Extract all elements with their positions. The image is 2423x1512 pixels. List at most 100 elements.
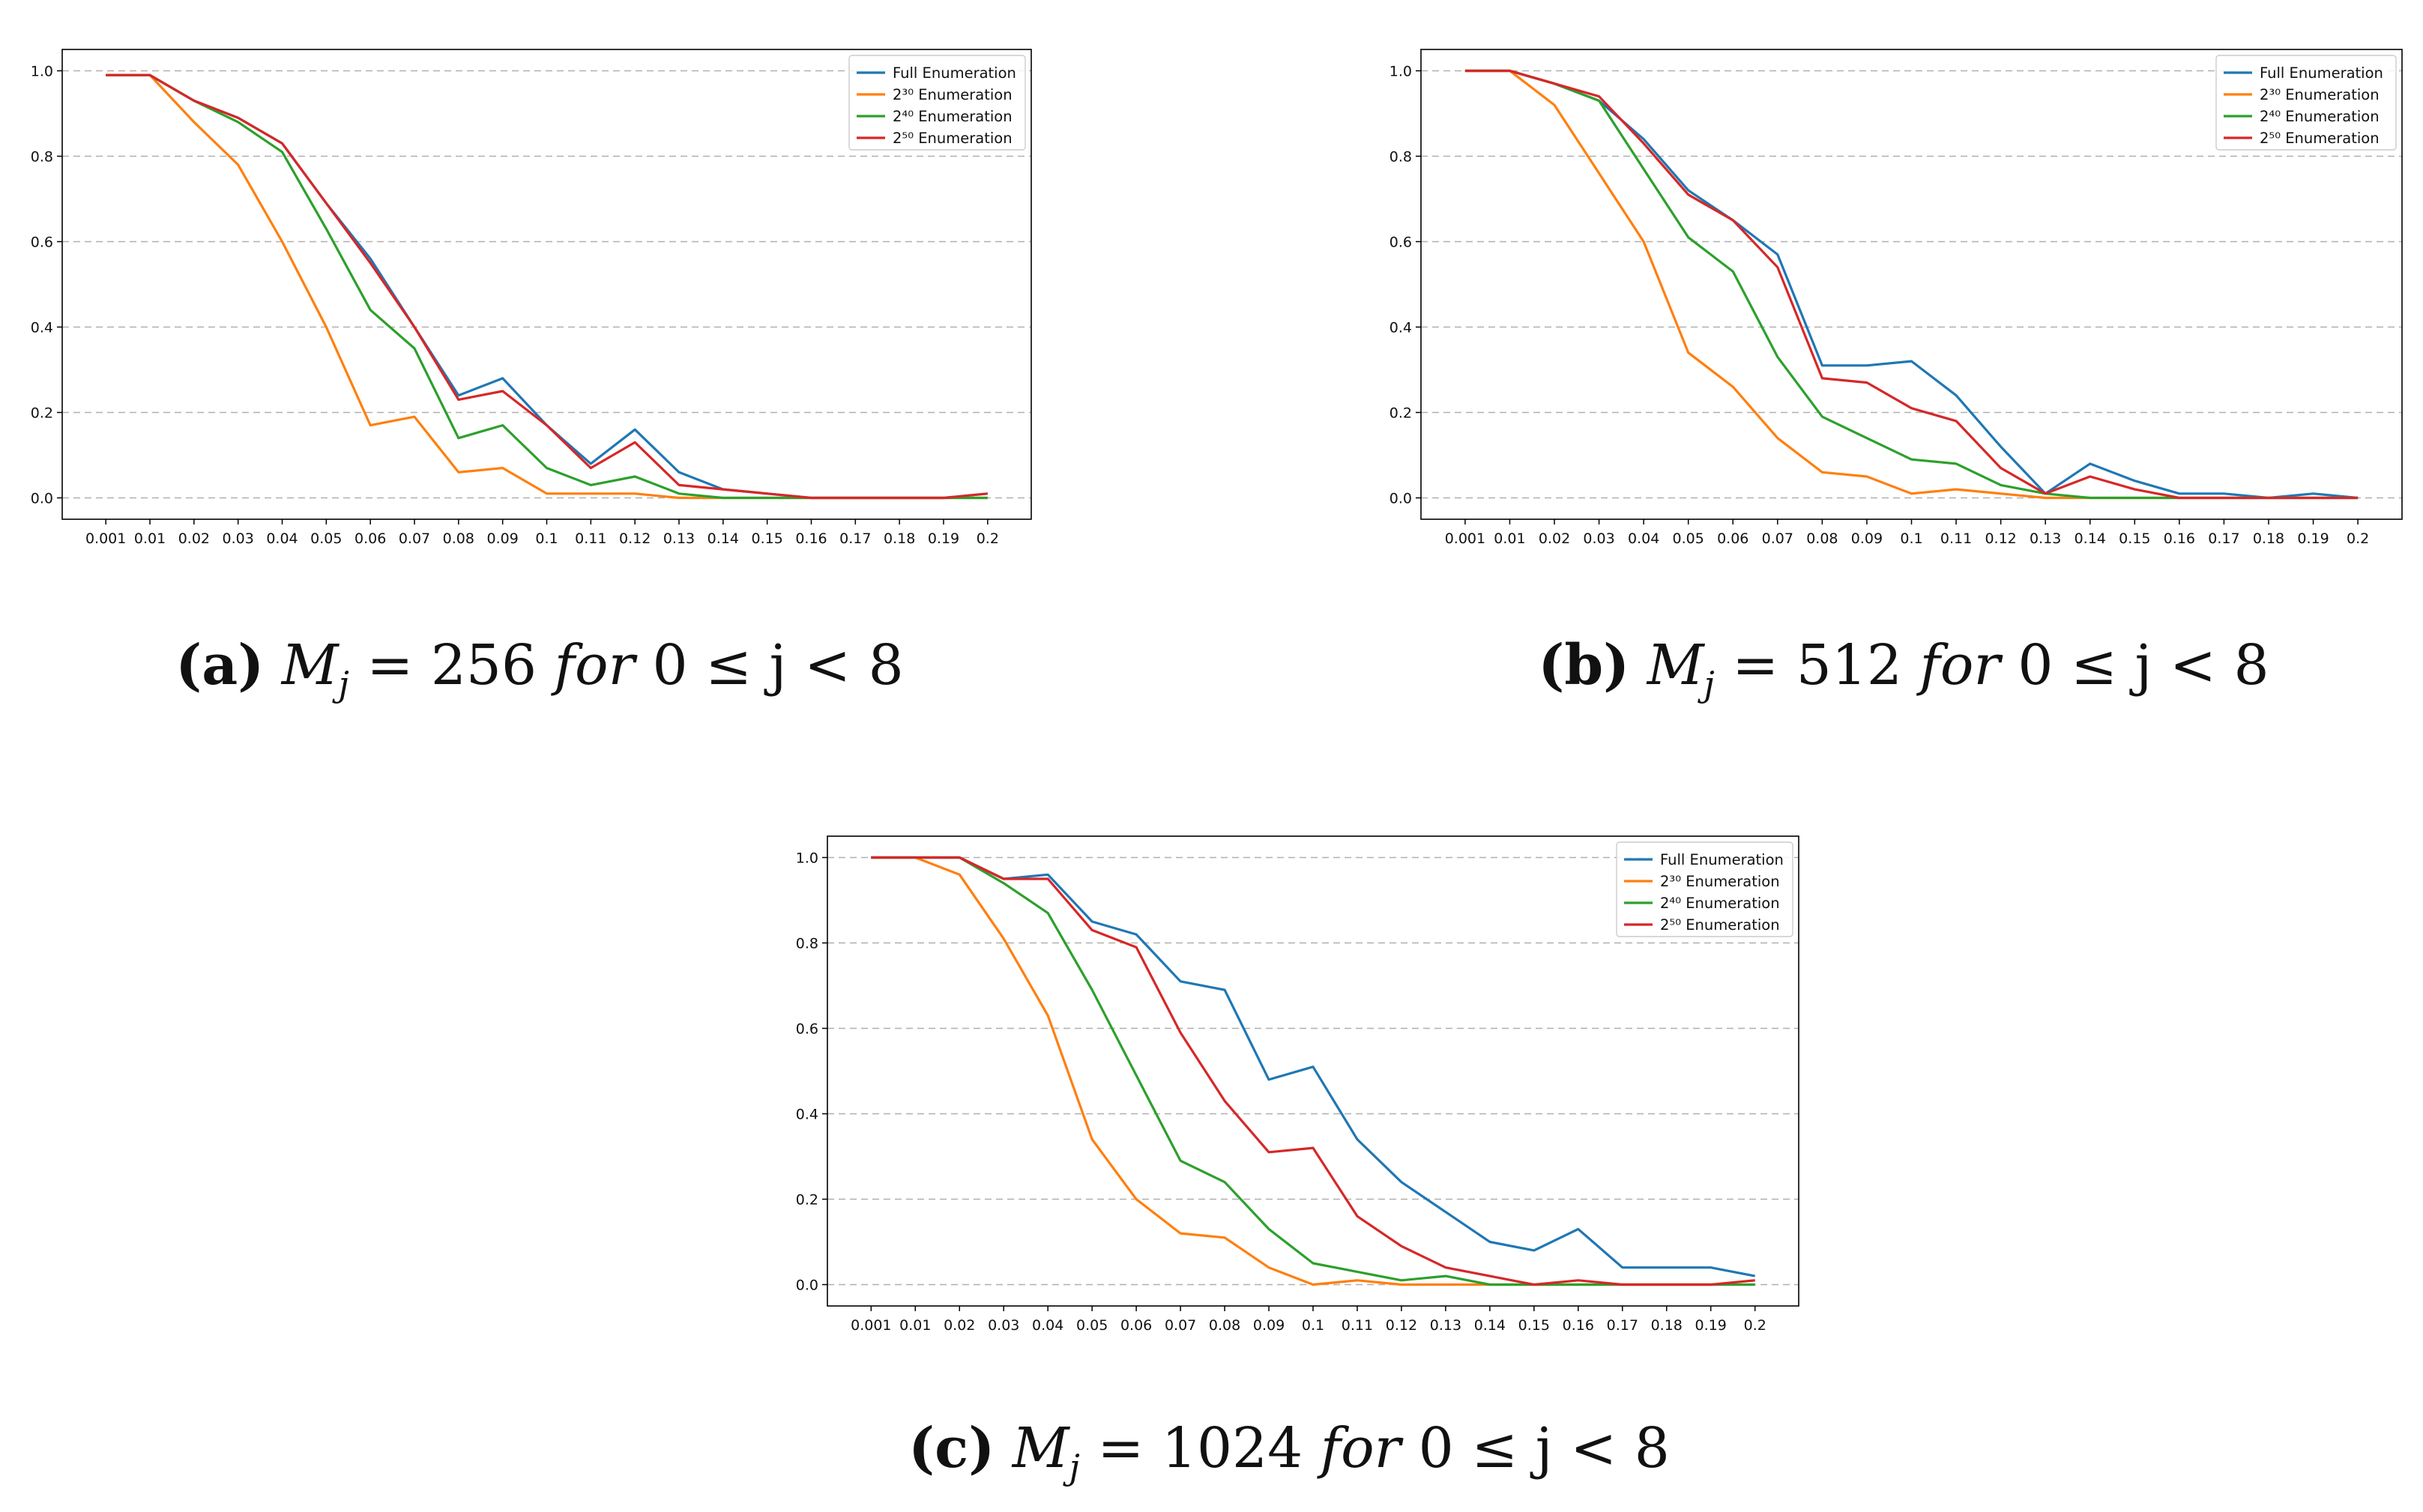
legend [2215,55,2397,151]
x-tick-label: 0.17 [839,530,871,547]
legend-label: 2³⁰ Enumeration [2260,86,2380,103]
x-tick-label: 0.1 [1900,530,1922,547]
chart-a: 0.0 0.2 0.4 0.6 0.8 1.0 0.001 0.01 0.02 0.03 0.04 0… [31,49,1032,547]
x-tick-label: 0.2 [2347,530,2369,547]
x-tick-label: 0.17 [1607,1317,1638,1334]
chart-c: 0.0 0.2 0.4 0.6 0.8 1.0 0.001 0.01 0.02 0.03 0.04 0… [796,835,1799,1334]
y-tick-label: 0.4 [796,1107,818,1123]
x-tick-label: 0.02 [1539,530,1570,547]
x-tick-label: 0.03 [988,1317,1019,1334]
y-tick-label: 0.6 [31,235,53,251]
x-tick-label: 0.08 [1806,530,1838,547]
x-tick-label: 0.08 [1209,1317,1240,1334]
x-tick-label: 0.04 [1628,530,1659,547]
x-tick-label: 0.01 [899,1317,931,1334]
x-tick-label: 0.19 [2297,530,2329,547]
y-tick-label: 0.8 [796,936,818,952]
y-tick-label: 1.0 [31,64,53,80]
x-tick-label: 0.03 [223,530,254,547]
plot-frame [1420,49,2403,520]
y-tick-label: 0.6 [1389,235,1412,251]
x-tick-label: 0.01 [134,530,166,547]
x-tick-label: 0.04 [1032,1317,1063,1334]
x-tick-label: 0.001 [1445,530,1485,547]
legend [1616,841,1793,937]
x-tick-label: 0.13 [1430,1317,1461,1334]
y-tick-label: 0.6 [796,1021,818,1038]
caption-b: (b) Mj = 512 for 0 ≤ j < 8 [1538,633,2269,705]
y-tick-label: 0.0 [31,491,53,507]
y-tick-label: 0.4 [1389,320,1412,336]
legend-label: 2⁴⁰ Enumeration [893,108,1013,125]
legend-label: 2⁵⁰ Enumeration [893,130,1013,147]
x-tick-label: 0.15 [2119,530,2150,547]
y-tick-label: 1.0 [796,850,818,867]
legend-label: Full Enumeration [893,64,1016,82]
x-tick-label: 0.001 [851,1317,891,1334]
y-tick-label: 0.4 [31,320,53,336]
x-tick-label: 0.18 [2253,530,2284,547]
x-tick-label: 0.14 [1474,1317,1506,1334]
x-tick-label: 0.18 [1651,1317,1683,1334]
x-tick-label: 0.14 [707,530,739,547]
x-tick-label: 0.11 [1940,530,1972,547]
x-tick-label: 0.11 [575,530,606,547]
chart-b: 0.0 0.2 0.4 0.6 0.8 1.0 0.001 0.01 0.02 0.03 0.04 0… [1389,49,2403,547]
caption-c: (c) Mj = 1024 for 0 ≤ j < 8 [908,1416,1670,1488]
x-tick-label: 0.08 [443,530,474,547]
x-tick-label: 0.001 [85,530,126,547]
y-tick-label: 0.2 [1389,405,1412,422]
y-tick-label: 0.0 [796,1277,818,1294]
x-tick-label: 0.19 [928,530,959,547]
x-tick-label: 0.13 [663,530,695,547]
legend [848,55,1026,151]
x-tick-label: 0.13 [2030,530,2061,547]
x-tick-label: 0.03 [1583,530,1614,547]
x-tick-label: 0.12 [619,530,651,547]
y-tick-label: 0.0 [1389,491,1412,507]
x-tick-label: 0.16 [1563,1317,1594,1334]
series-line-1 [871,856,1756,1277]
y-tick-label: 0.2 [31,405,53,422]
x-tick-label: 0.12 [1985,530,2016,547]
x-tick-label: 0.02 [178,530,210,547]
x-tick-label: 0.18 [884,530,915,547]
y-tick-label: 0.2 [796,1192,818,1209]
legend-label: 2⁵⁰ Enumeration [2260,130,2380,147]
x-tick-label: 0.2 [977,530,999,547]
x-tick-label: 0.17 [2208,530,2239,547]
legend-label: 2³⁰ Enumeration [1660,873,1780,890]
x-tick-label: 0.14 [2075,530,2106,547]
x-tick-label: 0.16 [2164,530,2195,547]
y-tick-label: 0.8 [1389,149,1412,166]
x-tick-label: 0.1 [1302,1317,1324,1334]
x-tick-label: 0.06 [1717,530,1748,547]
x-tick-label: 0.1 [535,530,558,547]
x-tick-label: 0.09 [487,530,519,547]
series-line-4 [1464,69,2359,500]
plot-frame [61,49,1032,520]
x-tick-label: 0.19 [1695,1317,1727,1334]
legend-label: 2⁴⁰ Enumeration [2260,108,2380,125]
x-tick-label: 0.15 [752,530,783,547]
x-tick-label: 0.06 [1120,1317,1152,1334]
x-tick-label: 0.16 [795,530,827,547]
x-tick-label: 0.15 [1518,1317,1550,1334]
x-tick-label: 0.04 [266,530,298,547]
x-tick-label: 0.12 [1386,1317,1417,1334]
legend-label: 2⁵⁰ Enumeration [1660,916,1780,934]
x-tick-label: 0.06 [354,530,386,547]
x-tick-label: 0.11 [1342,1317,1373,1334]
x-tick-label: 0.01 [1494,530,1525,547]
y-tick-label: 0.8 [31,149,53,166]
caption-a: (a) Mj = 256 for 0 ≤ j < 8 [175,633,904,705]
legend-label: Full Enumeration [2260,64,2383,82]
series-line-3 [871,856,1755,1286]
x-tick-label: 0.07 [1762,530,1793,547]
x-tick-label: 0.05 [1673,530,1704,547]
legend-label: 2⁴⁰ Enumeration [1660,895,1780,912]
x-tick-label: 0.02 [944,1317,975,1334]
x-tick-label: 0.05 [310,530,342,547]
legend-label: Full Enumeration [1660,851,1784,868]
